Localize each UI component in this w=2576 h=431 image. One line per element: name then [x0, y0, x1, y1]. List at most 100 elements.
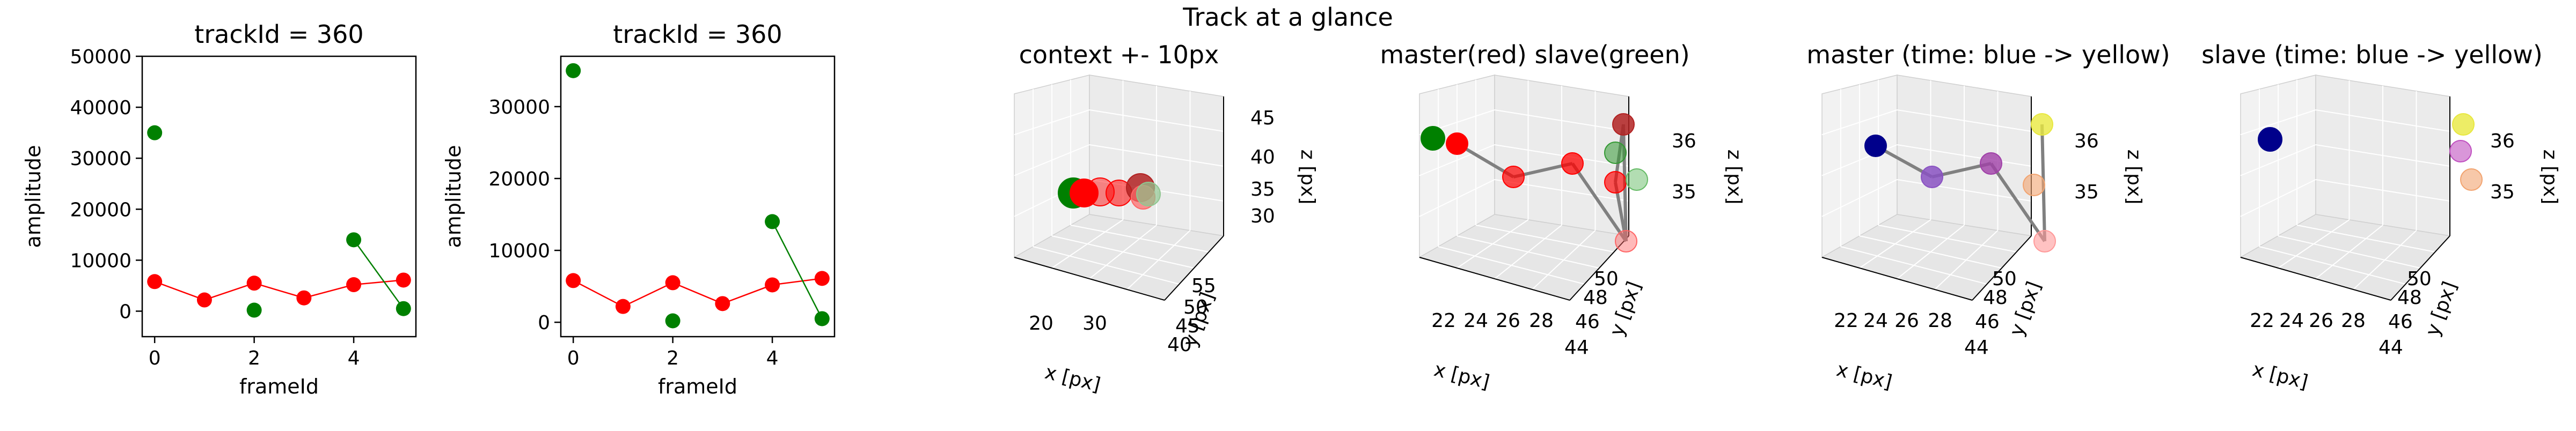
x-axis-label: x [px] — [2250, 359, 2310, 393]
grid-line — [1051, 235, 1195, 269]
data-point — [1070, 179, 1099, 207]
series-line — [771, 221, 823, 319]
x-tick-label: 2 — [248, 347, 260, 369]
z-tick-label: 35 — [2490, 181, 2515, 203]
chart-title: trackId = 360 — [194, 20, 363, 49]
z-tick-label: 45 — [1250, 107, 1275, 129]
y-tick-label: 50000 — [70, 46, 131, 68]
series-line — [573, 278, 822, 308]
y-tick-label: 20000 — [70, 199, 131, 221]
grid-line — [1821, 179, 1898, 217]
data-point — [1604, 142, 1627, 164]
figure-suptitle: Track at a glance — [1182, 3, 1393, 32]
y-tick-label: 46 — [2388, 311, 2413, 333]
grid-line — [1419, 179, 1495, 217]
data-point — [665, 275, 680, 291]
chart-title: master(red) slave(green) — [1380, 40, 1689, 69]
data-point — [147, 274, 163, 289]
grid-line — [1457, 235, 1600, 269]
grid-line — [1494, 144, 1629, 167]
x-tick-label: 28 — [1529, 310, 1554, 332]
data-point — [346, 232, 362, 248]
y-tick-label: 48 — [1583, 287, 1608, 309]
chart-title: context +- 10px — [1019, 40, 1219, 69]
data-point — [765, 277, 780, 293]
z-tick-label: 35 — [1672, 181, 1696, 203]
data-point — [665, 313, 680, 329]
plot-frame — [560, 55, 836, 338]
data-point — [814, 311, 830, 326]
z-tick-label: 30 — [1250, 205, 1275, 227]
data-point — [2452, 113, 2475, 136]
z-tick-label: 35 — [1250, 179, 1275, 200]
data-point — [2031, 113, 2053, 136]
y-tick-label: 10000 — [70, 250, 131, 272]
data-point — [1626, 168, 1648, 191]
plot-frame — [141, 55, 417, 338]
z-axis-label: z [px] — [1723, 150, 1745, 205]
y-axis-line — [1164, 235, 1224, 301]
z-axis-label: z [px] — [2539, 150, 2561, 205]
data-point — [1864, 135, 1887, 157]
data-point — [715, 296, 730, 311]
data-point — [1502, 166, 1525, 188]
data-point — [346, 277, 362, 293]
grid-line — [1089, 144, 1224, 167]
data-point — [1980, 152, 2002, 175]
y-tick-label: 30000 — [70, 148, 131, 170]
grid-line — [1475, 225, 1614, 252]
data-point — [1421, 126, 1445, 151]
x-tick-label: 0 — [567, 347, 580, 369]
z-tick-label: 36 — [1672, 130, 1696, 152]
data-point — [566, 273, 581, 288]
x-tick-label: 22 — [2250, 310, 2274, 332]
y-axis-line — [1569, 235, 1629, 301]
y-axis-line — [1972, 235, 2032, 301]
x-axis-label: frameId — [658, 375, 737, 398]
data-point — [2023, 174, 2045, 196]
grid-line — [1126, 230, 1191, 290]
grid-line — [1532, 230, 1596, 290]
x-axis-label: x [px] — [1043, 361, 1103, 396]
x-tick-label: 24 — [2279, 310, 2304, 332]
grid-line — [1897, 179, 2032, 202]
data-point — [1604, 171, 1627, 194]
grid-line — [1859, 235, 2002, 269]
data-point — [1615, 230, 1637, 252]
x-tick-label: 0 — [149, 347, 161, 369]
x-axis-label: x [px] — [1432, 359, 1492, 393]
data-point — [814, 271, 830, 286]
grid-line — [2315, 179, 2450, 202]
data-point — [566, 63, 581, 78]
grid-line — [1419, 144, 1495, 176]
data-point — [147, 125, 163, 140]
grid-line — [2315, 144, 2450, 167]
y-tick-label: 20000 — [488, 168, 550, 190]
x-tick-label: 26 — [1894, 310, 1919, 332]
y-tick-label: 46 — [1975, 311, 2000, 333]
x-tick-label: 4 — [348, 347, 360, 369]
z-axis-label: z [px] — [1297, 150, 1319, 205]
series-line — [154, 279, 404, 301]
x-tick-label: 28 — [1928, 310, 1952, 332]
y-tick-label: 45 — [1175, 315, 1200, 337]
y-tick-label: 46 — [1575, 311, 1600, 333]
x-tick-label: 28 — [2341, 310, 2366, 332]
trajectory-line — [1989, 162, 2046, 242]
data-point — [196, 292, 212, 308]
y-tick-label: 10000 — [488, 240, 550, 262]
y-tick-label: 50 — [2407, 268, 2432, 290]
y-tick-label: 40000 — [70, 97, 131, 119]
trajectory-line — [1571, 162, 1628, 242]
data-point — [296, 290, 312, 306]
x-axis-line — [1014, 257, 1165, 301]
data-point — [1921, 166, 1943, 188]
data-point — [396, 272, 411, 288]
z-tick-label: 36 — [2074, 130, 2099, 152]
grid-line — [2296, 225, 2435, 252]
data-point — [1446, 132, 1468, 155]
